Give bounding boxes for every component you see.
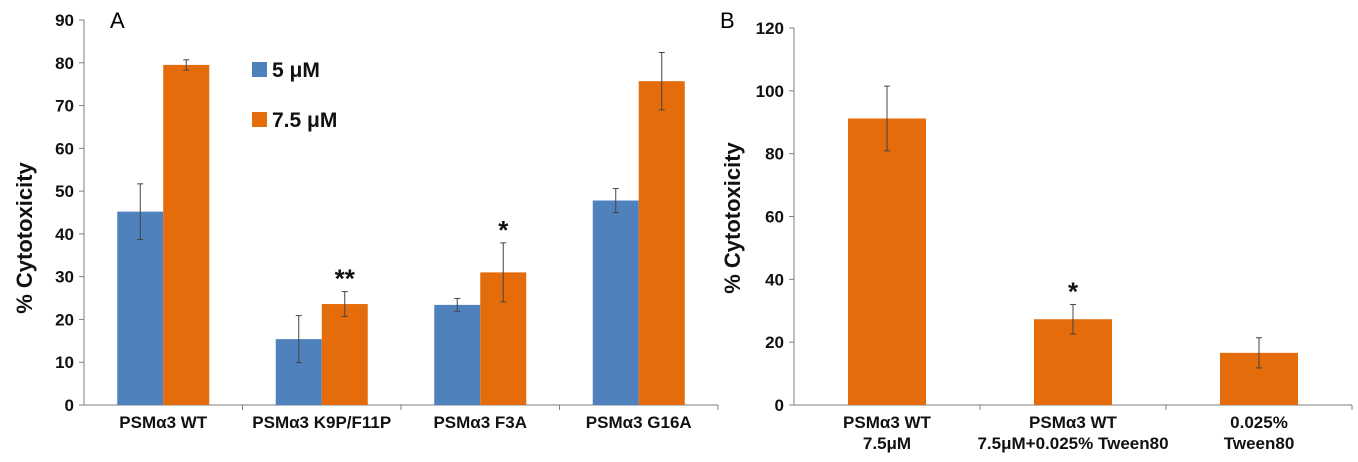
significance-marker: **	[335, 264, 356, 294]
panel-a-y-axis-label: % Cytotoxicity	[12, 161, 37, 313]
panel-a-letter: A	[110, 8, 125, 33]
legend-swatch	[252, 112, 267, 127]
x-tick-label: PSMα3 WT	[843, 413, 932, 432]
y-tick-label: 20	[55, 310, 74, 329]
y-tick-label: 80	[765, 145, 784, 164]
y-tick-label: 120	[756, 19, 784, 38]
x-tick-label: 7.5μM	[863, 434, 911, 453]
y-tick-label: 60	[765, 208, 784, 227]
panel-a-legend: 5 μM 7.5 μM	[252, 59, 337, 132]
x-tick-label: PSMα3 WT	[1029, 413, 1118, 432]
y-tick-label: 40	[55, 225, 74, 244]
y-tick-label: 30	[55, 268, 74, 287]
panel-b: B % Cytotoxicity 0 20 40 60 80 100 120 PSMα3 WT…	[720, 8, 1353, 453]
x-tick-label: PSMα3 WT	[119, 413, 208, 432]
y-tick-label: 0	[775, 396, 784, 415]
x-tick-label: PSMα3 G16A	[586, 413, 692, 432]
y-tick-label: 90	[55, 11, 74, 30]
bar	[434, 304, 481, 405]
bar	[321, 304, 368, 405]
y-tick-label: 10	[55, 353, 74, 372]
significance-marker: *	[1068, 276, 1079, 306]
bar	[592, 200, 639, 405]
bar	[117, 211, 164, 405]
x-tick-label: PSMα3 F3A	[433, 413, 527, 432]
bar	[848, 118, 926, 405]
x-tick-label: PSMα3 K9P/F11P	[252, 413, 391, 432]
y-tick-label: 60	[55, 139, 74, 158]
y-tick-label: 100	[756, 82, 784, 101]
panel-b-y-axis-label: % Cytotoxicity	[720, 141, 745, 293]
legend-label: 5 μM	[272, 59, 320, 82]
y-tick-label: 20	[765, 333, 784, 352]
y-tick-label: 0	[65, 396, 74, 415]
panel-a: A % Cytotoxicity 5 μM 7.5 μM 0 10 20 30 40 50 6…	[12, 8, 719, 432]
significance-marker: *	[498, 215, 509, 245]
y-tick-label: 70	[55, 97, 74, 116]
bar	[638, 81, 685, 405]
legend-swatch	[252, 62, 267, 77]
y-tick-label: 50	[55, 182, 74, 201]
panel-b-letter: B	[720, 8, 735, 33]
y-tick-label: 40	[765, 270, 784, 289]
legend-label: 7.5 μM	[272, 109, 337, 132]
bar	[163, 64, 210, 406]
x-tick-label: Tween80	[1224, 434, 1295, 453]
x-tick-label: 0.025%	[1230, 413, 1288, 432]
y-tick-label: 80	[55, 54, 74, 73]
x-tick-label: 7.5μM+0.025% Tween80	[977, 434, 1168, 453]
